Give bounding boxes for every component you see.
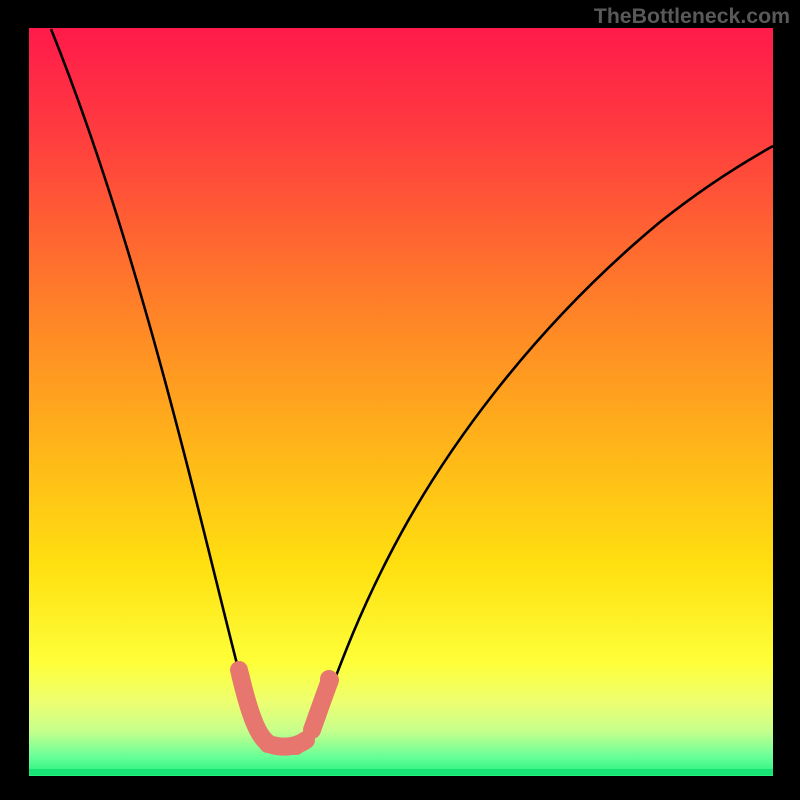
- watermark-label: TheBottleneck.com: [594, 4, 790, 29]
- cusp-dot: [308, 707, 326, 725]
- cusp-segment: [240, 674, 268, 743]
- curve-overlay-svg: [0, 0, 800, 800]
- main-curve: [51, 29, 773, 748]
- cusp-dot: [287, 737, 305, 755]
- chart-container: TheBottleneck.com: [0, 0, 800, 800]
- cusp-dot: [230, 661, 248, 679]
- cusp-dot: [320, 670, 338, 688]
- cusp-dot: [259, 735, 277, 753]
- cusp-marker-group: [230, 661, 338, 755]
